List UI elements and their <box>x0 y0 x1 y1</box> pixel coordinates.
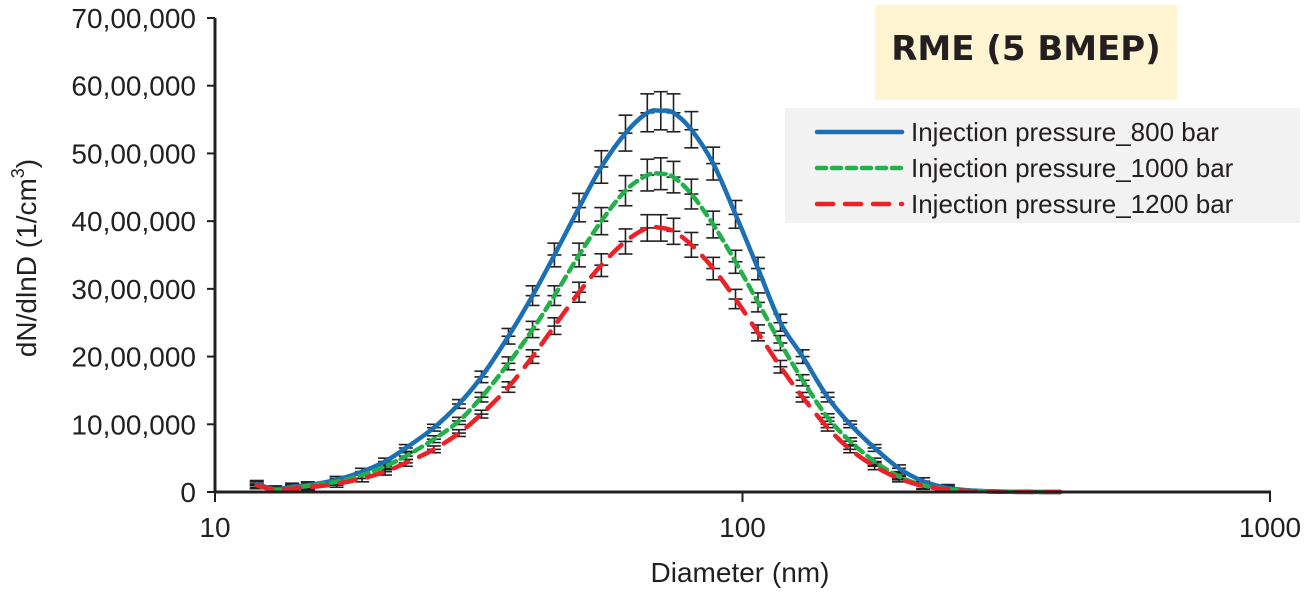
error-bars-group <box>249 213 955 493</box>
legend-label: Injection pressure_1000 bar <box>911 153 1234 183</box>
y-tick-label: 0 <box>180 477 196 508</box>
y-tick-label: 70,00,000 <box>71 3 196 34</box>
y-tick-label: 60,00,000 <box>71 71 196 102</box>
plot-area <box>249 90 1063 495</box>
legend-item: Injection pressure_1200 bar <box>814 189 1234 219</box>
x-axis-title: Diameter (nm) <box>651 557 830 588</box>
chart-title: RME (5 BMEP) <box>891 29 1161 69</box>
series-line-3 <box>254 224 1063 495</box>
y-axis-title-end: ) <box>11 159 42 168</box>
legend-item: Injection pressure_800 bar <box>814 117 1219 147</box>
x-axis-ticks: 10 100 1000 <box>199 492 1301 543</box>
y-tick-label: 10,00,000 <box>71 409 196 440</box>
x-tick-label: 10 <box>199 512 230 543</box>
series-line-2 <box>254 170 1063 495</box>
y-axis-title-main: dN/dlnD (1/cm <box>11 178 42 357</box>
y-tick-label: 40,00,000 <box>71 206 196 237</box>
legend-label: Injection pressure_1200 bar <box>911 189 1234 219</box>
y-tick-label: 50,00,000 <box>71 138 196 169</box>
legend-label: Injection pressure_800 bar <box>911 117 1219 147</box>
legend: Injection pressure_800 bar Injection pres… <box>785 108 1300 223</box>
y-tick-label: 20,00,000 <box>71 342 196 373</box>
y-tick-label: 30,00,000 <box>71 274 196 305</box>
x-tick-label: 100 <box>719 512 766 543</box>
y-axis-title: dN/dlnD (1/cm3) <box>8 159 42 357</box>
y-axis-title-sup: 3 <box>8 168 28 178</box>
error-bar <box>618 228 633 255</box>
legend-item: Injection pressure_1000 bar <box>814 153 1234 183</box>
series-line-1 <box>254 108 1063 495</box>
chart-title-box: RME (5 BMEP) <box>875 5 1177 100</box>
x-tick-label: 1000 <box>1239 512 1301 543</box>
error-bar <box>684 178 699 210</box>
chart-title-background <box>875 5 1177 100</box>
y-axis-ticks: 0 10,00,000 20,00,000 30,00,000 40,00,000 50,… <box>71 3 215 508</box>
